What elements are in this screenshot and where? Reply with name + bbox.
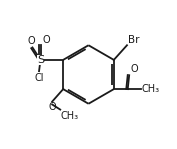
Text: O: O bbox=[28, 36, 36, 46]
Text: O: O bbox=[131, 65, 138, 74]
Text: O: O bbox=[48, 102, 56, 112]
Text: CH₃: CH₃ bbox=[61, 111, 79, 121]
Text: Br: Br bbox=[128, 35, 139, 45]
Text: O: O bbox=[42, 35, 50, 45]
Text: Cl: Cl bbox=[34, 73, 44, 83]
Text: S: S bbox=[37, 55, 44, 65]
Text: CH₃: CH₃ bbox=[142, 84, 160, 94]
